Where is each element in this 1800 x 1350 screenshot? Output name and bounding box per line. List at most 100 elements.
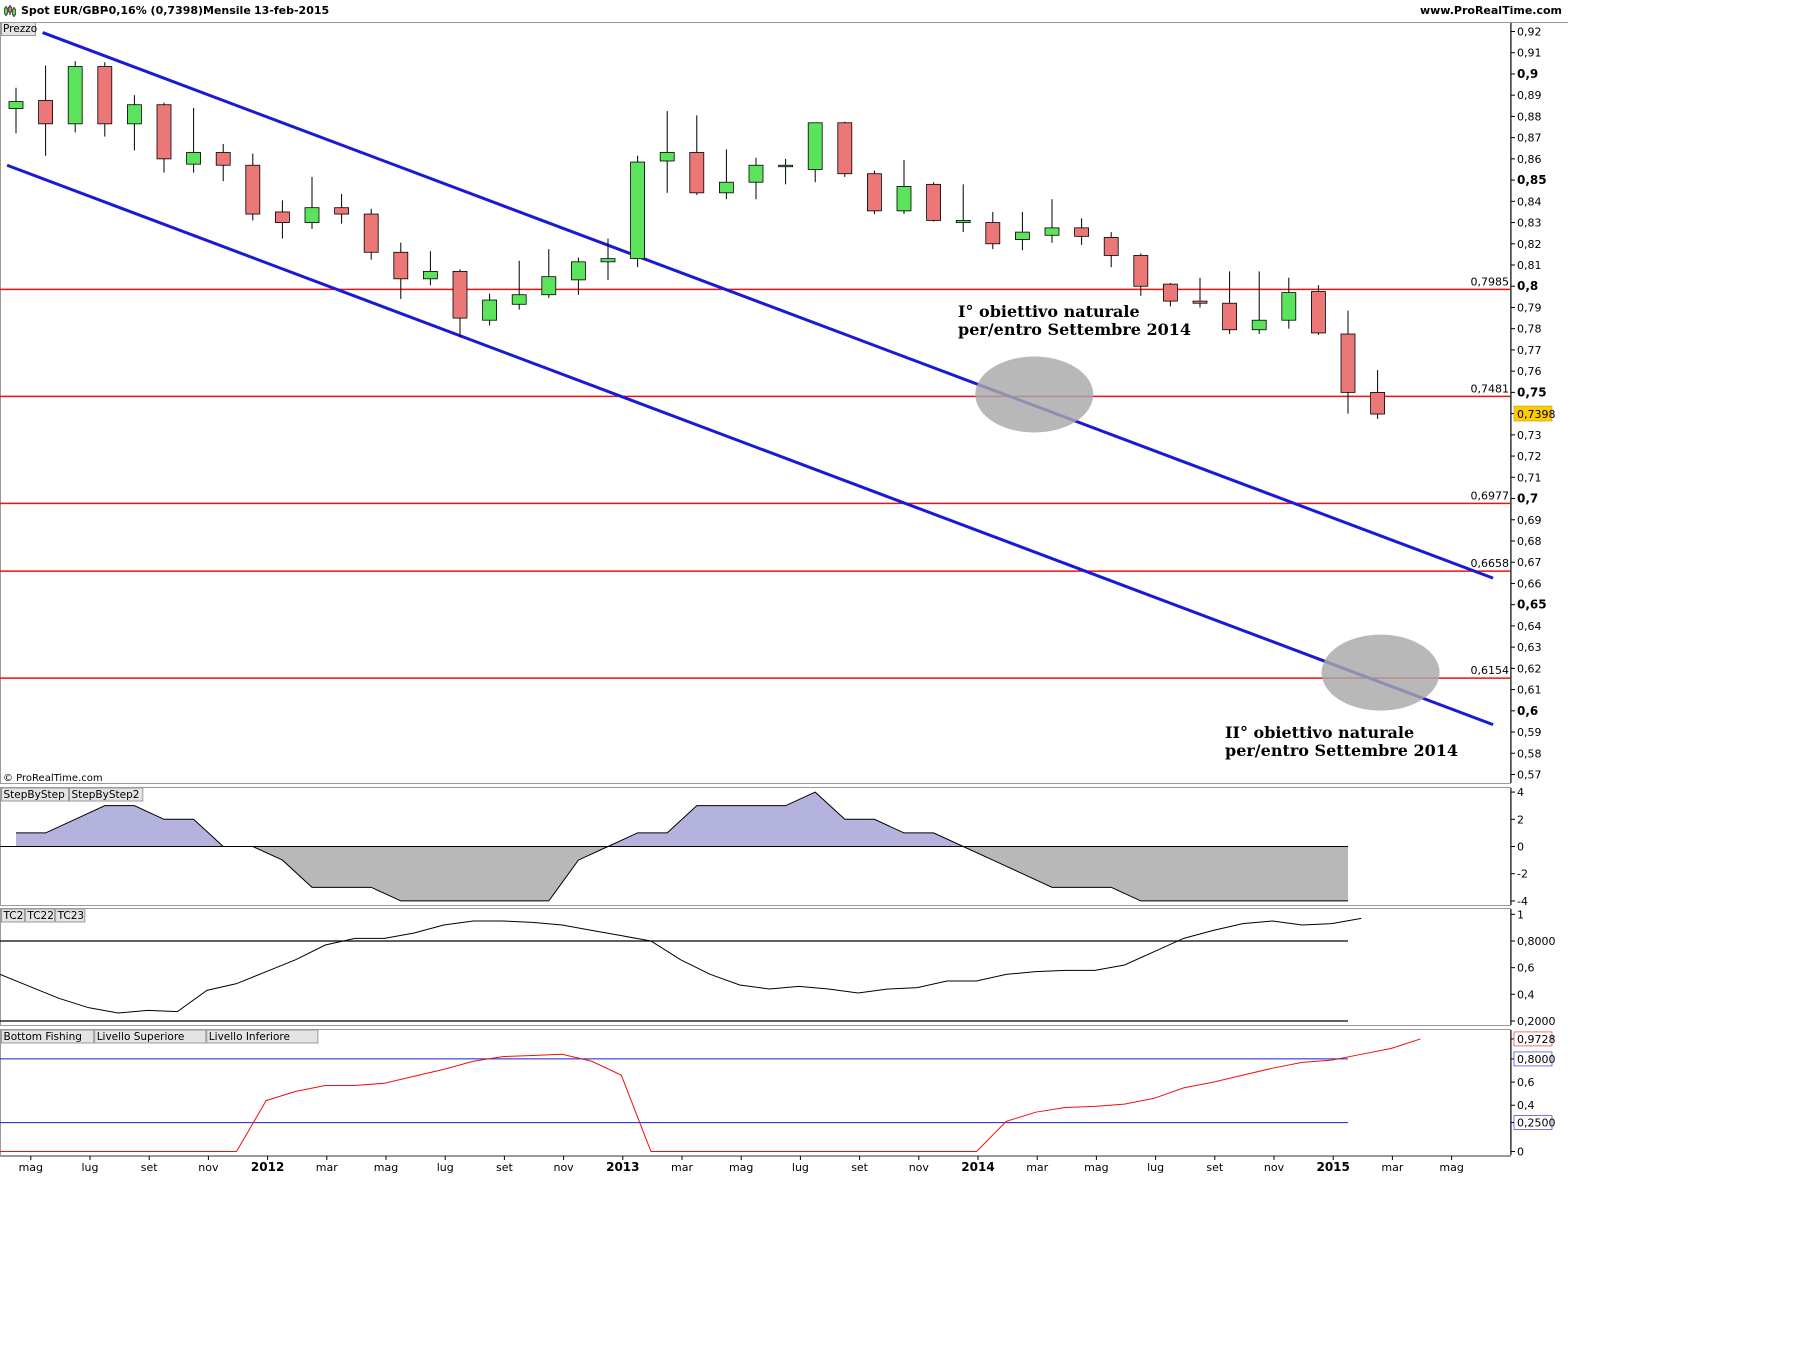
candle-body (156, 104, 172, 160)
level-label: 0,7481 (1471, 382, 1510, 395)
candle (245, 153, 261, 221)
site-link[interactable]: www.ProRealTime.com (1419, 4, 1562, 17)
level-label: 0,6977 (1471, 489, 1510, 502)
price-axis-tick-label: 0,8 (1517, 279, 1538, 293)
lower-channel-line (6, 163, 1494, 727)
target-1-line-2: per/entro Settembre 2014 (958, 320, 1191, 339)
candle-body (1163, 283, 1178, 302)
candle-body (1311, 291, 1326, 334)
time-axis-tick-label: set (851, 1161, 868, 1174)
symbol-label: Spot EUR/GBP (21, 4, 108, 17)
time-axis-tick-label: 2012 (251, 1160, 284, 1174)
tc-axis-tick-label: 0,4 (1517, 988, 1535, 1001)
candle (452, 269, 468, 338)
legend-tag-box (69, 787, 144, 802)
target-ellipse (975, 356, 1094, 433)
time-axis-tick-label: mar (1381, 1161, 1403, 1174)
candle-body (97, 66, 113, 125)
candle (1340, 310, 1356, 414)
legend-tag[interactable]: Livello Inferiore (206, 1029, 319, 1044)
price-axis-tick-label: 0,83 (1517, 217, 1542, 230)
price-axis-tick-label: 0,58 (1517, 747, 1542, 760)
last-price-label: 0,7398 (1517, 408, 1556, 421)
legend-tag[interactable]: TC2 (1, 908, 25, 923)
chart-header: Spot EUR/GBP -0,16% (0,7398) Mensile 13-… (0, 0, 1568, 23)
price-axis-tick-label: 0,69 (1517, 514, 1542, 527)
candle-body (1222, 302, 1237, 331)
target-1-line-1: I° obiettivo naturale (958, 302, 1140, 321)
time-axis-tick-label: set (1206, 1161, 1223, 1174)
candle-body (8, 101, 24, 109)
candle (778, 158, 793, 185)
legend-tag-label: StepByStep (4, 789, 66, 801)
price-axis-tick-label: 0,91 (1517, 47, 1542, 60)
candle (719, 149, 734, 200)
legend-tag[interactable]: Livello Superiore (94, 1029, 207, 1044)
level-label: 0,6658 (1471, 557, 1510, 570)
price-axis-tick-label: 0,75 (1517, 385, 1547, 399)
legend-tag-box (1, 1029, 95, 1044)
bottomfishing-axis-tick-label: 0,6 (1517, 1076, 1535, 1089)
price-axis-tick-label: 0,72 (1517, 450, 1542, 463)
candle (363, 208, 379, 260)
candles (8, 61, 1385, 419)
candle (186, 107, 202, 173)
legend-tag[interactable]: StepByStep (1, 787, 69, 802)
legend-tag[interactable]: Bottom Fishing (1, 1029, 95, 1044)
time-axis-tick-label: mar (671, 1161, 693, 1174)
candle (127, 95, 142, 151)
candle-body (659, 152, 675, 162)
tc-axis-tick-label: 0,2000 (1517, 1015, 1556, 1028)
bottomfishing-axis-tick-label: 0,8000 (1517, 1053, 1556, 1066)
candle-body (1281, 292, 1297, 321)
candle (985, 211, 1001, 250)
candle (1222, 271, 1237, 335)
candle-body (689, 152, 705, 194)
time-axis-tick-label: lug (437, 1161, 454, 1174)
legend-tag[interactable]: TC22 (24, 908, 56, 923)
candle-body (1251, 319, 1267, 331)
price-axis-tick-label: 0,89 (1517, 89, 1542, 102)
time-axis: mag lug set nov 2012 mar mag lug set nov 2013 mar ma… (0, 1156, 1511, 1174)
candle (1370, 370, 1385, 419)
candle (926, 182, 941, 222)
candle-body (215, 152, 231, 166)
candle-body (541, 276, 557, 296)
price-axis-tick-label: 0,7 (1517, 492, 1538, 506)
price-panel-tag[interactable]: Prezzo (1, 22, 38, 36)
candle-body (511, 294, 527, 305)
candle-body (422, 270, 438, 280)
candle (1311, 285, 1326, 336)
tc-axis-tick-label: 0,6 (1517, 962, 1535, 975)
bottomfishing-panel: Bottom Fishing Livello Superiore Livello I… (0, 1029, 1511, 1156)
bottomfishing-axis-tick-label: 0,4 (1517, 1099, 1535, 1112)
legend-tag-label: Livello Inferiore (209, 1031, 290, 1043)
legend-tag[interactable]: TC23 (55, 908, 86, 923)
candle-body (274, 211, 290, 223)
tc-legend: TC2 TC22 TC23 (1, 908, 86, 923)
price-axis-tick-label: 0,76 (1517, 365, 1542, 378)
candle (571, 257, 586, 295)
price-axis-tick-label: 0,9 (1517, 67, 1538, 81)
legend-tag[interactable]: StepByStep2 (69, 787, 144, 802)
stepbystep-panel: StepByStep StepByStep2 (0, 787, 1511, 906)
candle-body (452, 270, 468, 319)
price-axis-tick-label: 0,86 (1517, 153, 1542, 166)
candle (1015, 211, 1030, 251)
time-axis-tick-label: mag (729, 1161, 753, 1174)
stepbystep-axis-tick-label: 4 (1517, 786, 1524, 799)
candle-body (807, 122, 823, 170)
candle-body (186, 152, 202, 165)
candle (1281, 277, 1297, 329)
price-axis-tick-label: 0,92 (1517, 25, 1542, 38)
legend-tag-label: TC22 (26, 910, 54, 922)
time-axis-tick-label: 2014 (961, 1160, 994, 1174)
candle-body (67, 66, 83, 125)
price-axis-tick-label: 0,59 (1517, 726, 1542, 739)
time-axis-tick-label: set (141, 1161, 158, 1174)
tc-axis-tick-label: 0,8000 (1517, 935, 1556, 948)
bottomfishing-lines (0, 1038, 1421, 1153)
price-axis-tick-label: 0,57 (1517, 769, 1542, 782)
candle (274, 200, 290, 239)
candle-body (363, 213, 379, 253)
